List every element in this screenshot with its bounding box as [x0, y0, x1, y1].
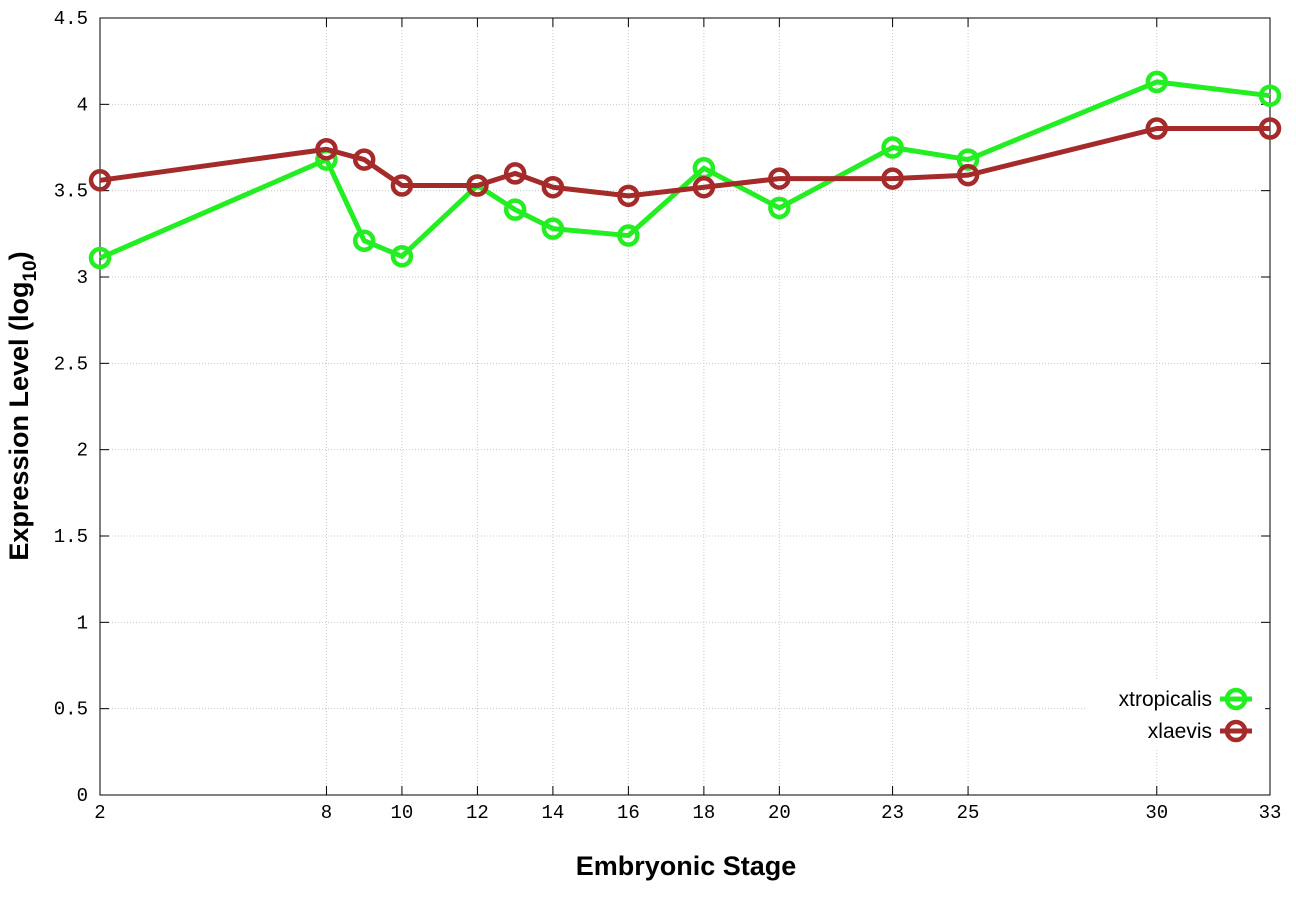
y-tick-label: 0	[77, 785, 88, 807]
x-axis-label: Embryonic Stage	[576, 851, 797, 881]
y-tick-label: 4.5	[54, 8, 88, 30]
x-tick-label: 18	[692, 802, 715, 824]
y-tick-label: 1	[77, 612, 88, 634]
x-tick-label: 33	[1259, 802, 1282, 824]
data-point-xlaevis	[956, 163, 980, 187]
data-point-xlaevis	[315, 137, 338, 161]
x-tick-label: 20	[768, 802, 791, 824]
data-point-xtropicalis	[1258, 84, 1282, 107]
x-tick-label: 10	[391, 802, 414, 824]
data-point-xtropicalis	[768, 196, 791, 220]
y-tick-label: 3.5	[54, 181, 88, 203]
y-tick-label: 4	[77, 94, 88, 116]
legend-marker	[1224, 687, 1248, 711]
data-point-xtropicalis	[1145, 70, 1169, 94]
y-tick-label: 0.5	[54, 699, 88, 721]
grid	[99, 17, 1271, 796]
data-point-xtropicalis	[390, 245, 414, 268]
data-point-xtropicalis	[88, 246, 112, 270]
data-point-xlaevis	[768, 167, 791, 190]
series-line-xtropicalis	[99, 79, 1271, 261]
data-point-xlaevis	[617, 184, 640, 208]
x-tick-label: 12	[466, 802, 489, 824]
data-point-xtropicalis	[881, 136, 904, 159]
data-point-xlaevis	[1258, 117, 1282, 140]
data-point-xlaevis	[692, 175, 716, 199]
data-point-xlaevis	[466, 174, 489, 197]
legend-label: xtropicalis	[1119, 688, 1212, 711]
x-tick-label: 30	[1145, 802, 1168, 824]
y-tick-label: 3	[77, 267, 88, 289]
legend-marker	[1224, 719, 1248, 743]
data-point-xtropicalis	[352, 229, 376, 252]
series-group	[88, 70, 1282, 270]
y-tick-label: 1.5	[54, 526, 88, 548]
legend: xtropicalis xlaevis	[1085, 680, 1265, 750]
data-point-xlaevis	[1145, 117, 1169, 140]
ticks: 0 0.5 1 1.5 2 2.5 3 3.5 4 4.5 2 8 10 12 14 16 18 20 23 25 30…	[54, 8, 1282, 824]
data-point-xlaevis	[503, 162, 527, 185]
plot-frame	[99, 17, 1271, 796]
x-tick-label: 25	[957, 802, 980, 824]
y-axis-label: Expression Level (log10)	[4, 251, 41, 560]
data-point-xlaevis	[541, 175, 565, 199]
data-point-xtropicalis	[541, 217, 565, 240]
data-point-xtropicalis	[956, 148, 980, 171]
data-point-xtropicalis	[617, 224, 640, 247]
data-point-xtropicalis	[503, 198, 527, 221]
y-tick-label: 2	[77, 440, 88, 462]
x-tick-label: 2	[94, 802, 105, 824]
x-tick-label: 16	[617, 802, 640, 824]
data-point-xlaevis	[390, 174, 414, 197]
y-tick-label: 2.5	[54, 353, 88, 375]
x-tick-label: 8	[321, 802, 332, 824]
data-point-xlaevis	[881, 167, 904, 190]
data-point-xlaevis	[352, 148, 376, 171]
x-tick-label: 14	[541, 802, 564, 824]
x-tick-label: 23	[881, 802, 904, 824]
data-point-xlaevis	[88, 169, 112, 192]
legend-label: xlaevis	[1148, 720, 1212, 743]
